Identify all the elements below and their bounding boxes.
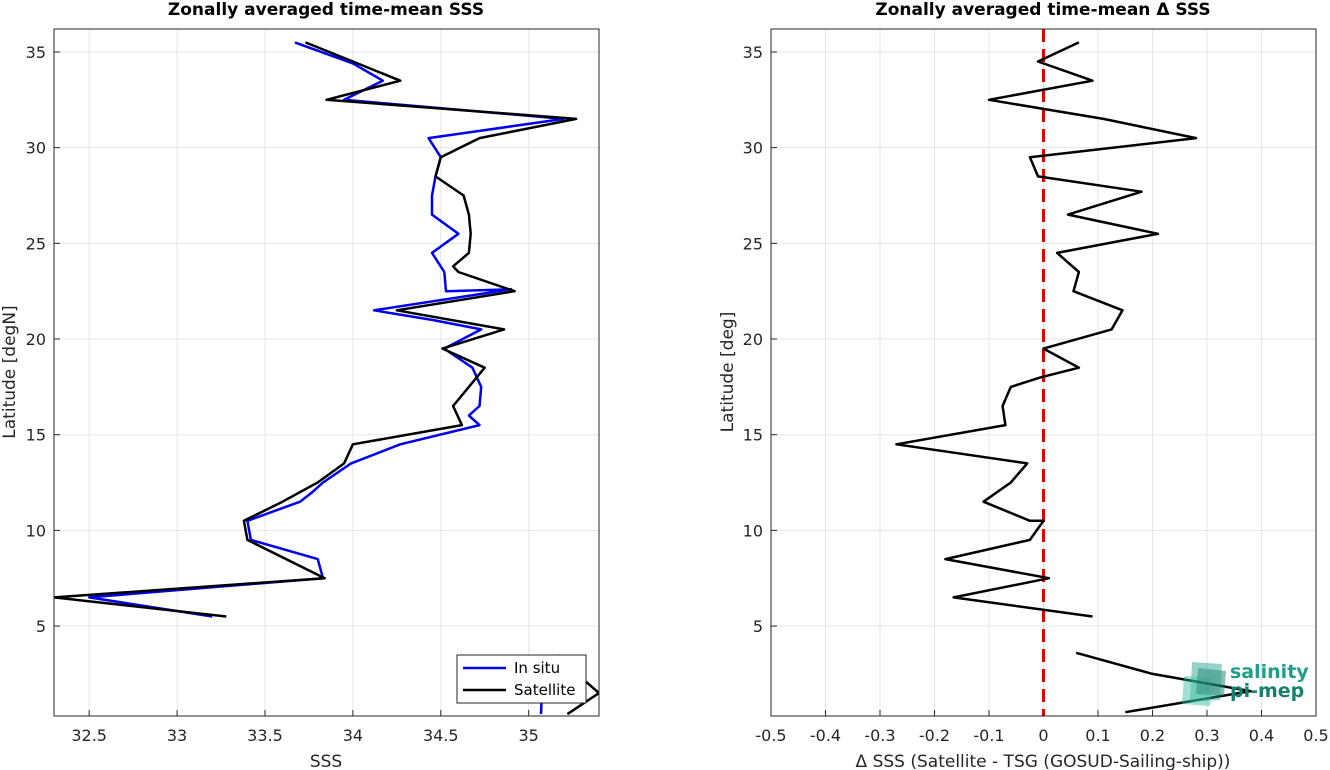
left-x-tick-label: 32.5 [71, 726, 107, 745]
right-x-tick-label: 0.2 [1140, 726, 1165, 745]
right-y-tick-label: 15 [743, 426, 763, 445]
right-y-tick-label: 35 [743, 43, 763, 62]
salinity-pi-mep-logo: salinity pi-mep [1182, 661, 1309, 706]
legend-label-satellite: Satellite [514, 681, 575, 699]
right-x-tick-label: -0.3 [864, 726, 895, 745]
left-panel: 32.5 33 33.5 34 34.5 35 5 10 15 20 25 30 35 Zonally … [0, 0, 600, 770]
left-y-tick-label: 20 [26, 330, 46, 349]
left-x-tick-label: 33.5 [247, 726, 283, 745]
right-y-tick-label: 25 [743, 234, 763, 253]
logo-text-salinity: salinity [1230, 661, 1309, 683]
left-y-tick-label: 10 [26, 521, 46, 540]
right-y-tick-label: 30 [743, 139, 763, 158]
left-x-tick-label: 34.5 [423, 726, 459, 745]
right-y-tick-label: 10 [743, 521, 763, 540]
legend-box [456, 654, 587, 704]
right-chart-title: Zonally averaged time-mean Δ SSS [875, 0, 1210, 20]
right-x-tick-label: -0.5 [755, 726, 786, 745]
left-x-tick-label: 34 [343, 726, 363, 745]
left-axes-box [53, 28, 600, 717]
right-y-tick-label: 5 [753, 617, 763, 636]
left-ticks: 32.5 33 33.5 34 34.5 35 5 10 15 20 25 30 35 [26, 43, 539, 745]
right-ticks: -0.5 -0.4 -0.3 -0.2 -0.1 0 0.1 0.2 0.3 0.4 0.5 5 10 1… [743, 43, 1329, 745]
left-y-tick-label: 5 [36, 617, 46, 636]
left-series-line-in-situ [87, 41, 566, 618]
right-x-tick-label: -0.1 [973, 726, 1004, 745]
right-x-tick-label: 0.1 [1085, 726, 1110, 745]
left-plot-area [54, 29, 599, 716]
left-y-tick-label: 30 [26, 139, 46, 158]
left-x-tick-label: 35 [518, 726, 538, 745]
right-y-axis-label: Latitude [deg] [718, 312, 738, 433]
right-series-line-delta-sss [895, 41, 1198, 618]
right-x-tick-label: 0.5 [1303, 726, 1328, 745]
right-x-tick-label: -0.4 [810, 726, 841, 745]
logo-wave-icon [1182, 662, 1226, 706]
left-x-tick-label: 33 [167, 726, 187, 745]
left-y-tick-label: 15 [26, 426, 46, 445]
right-x-axis-label: Δ SSS (Satellite - TSG (GOSUD-Sailing-sh… [856, 752, 1231, 770]
left-y-tick-label: 25 [26, 234, 46, 253]
left-series-line-satellite [54, 41, 578, 618]
right-y-tick-label: 20 [743, 330, 763, 349]
right-x-tick-label: 0.3 [1194, 726, 1219, 745]
logo-text-pi-mep: pi-mep [1230, 680, 1304, 702]
right-x-tick-label: 0.4 [1249, 726, 1274, 745]
left-x-axis-label: SSS [310, 752, 342, 770]
legend: In situ Satellite [456, 654, 587, 704]
left-y-axis-label: Latitude [degN] [0, 305, 20, 438]
right-x-tick-label: -0.2 [919, 726, 950, 745]
left-chart-title: Zonally averaged time-mean SSS [168, 0, 484, 20]
right-x-tick-label: 0 [1038, 726, 1048, 745]
legend-label-in-situ: In situ [514, 659, 560, 677]
right-panel: -0.5 -0.4 -0.3 -0.2 -0.1 0 0.1 0.2 0.3 0.4 0.5 5 10 1… [718, 0, 1329, 770]
left-y-tick-label: 35 [26, 43, 46, 62]
